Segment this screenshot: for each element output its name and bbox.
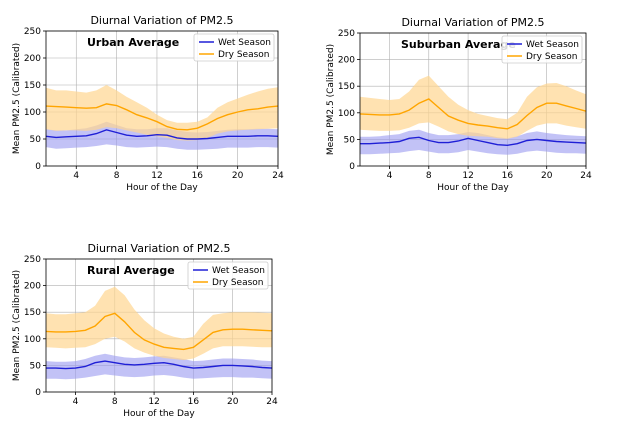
x-tick-label: 20 (541, 171, 553, 181)
x-tick-label: 8 (112, 397, 118, 407)
legend-entry: Dry Season (218, 50, 269, 60)
x-tick-label: 12 (151, 171, 162, 181)
x-tick-label: 12 (462, 171, 473, 181)
y-tick-label: 100 (338, 109, 355, 119)
y-tick-label: 0 (35, 162, 41, 172)
rural-chart: 4 8 12 16 20 24 0 50 100 150 200 250 Diurnal Variati… (12, 242, 278, 419)
legend-entry: Dry Season (526, 52, 577, 62)
chart-title: Diurnal Variation of PM2.5 (401, 16, 544, 29)
wet-season-line (360, 136, 587, 147)
legend-entry: Dry Season (212, 278, 263, 288)
chart-title: Diurnal Variation of PM2.5 (87, 242, 230, 255)
x-axis-label: Hour of the Day (437, 183, 509, 193)
plot-frame (45, 258, 273, 393)
y-tick-label: 250 (24, 27, 41, 37)
y-axis-label: Mean PM2.5 (Calibrated) (326, 44, 336, 155)
x-tick-label: 12 (148, 397, 159, 407)
plot-frame (359, 32, 587, 167)
x-tick-label: 16 (502, 171, 514, 181)
y-tick-label: 50 (30, 361, 42, 371)
x-tick-label: 24 (580, 171, 592, 181)
x-tick-label: 20 (227, 397, 239, 407)
region-annotation: Urban Average (87, 36, 179, 49)
y-axis-label: Mean PM2.5 (Calibrated) (12, 270, 22, 381)
legend-entry: Wet Season (526, 40, 579, 50)
x-tick-label: 16 (192, 171, 204, 181)
dry-season-band (46, 286, 272, 361)
y-tick-label: 150 (338, 82, 355, 92)
y-axis-label: Mean PM2.5 (Calibrated) (12, 43, 22, 154)
y-tick-label: 200 (338, 56, 355, 66)
dry-season-band (360, 75, 586, 139)
region-annotation: Suburban Average (401, 38, 516, 51)
y-tick-label: 150 (24, 81, 41, 91)
y-tick-label: 0 (349, 162, 355, 172)
x-tick-label: 4 (387, 171, 393, 181)
urban-chart: 4 8 12 16 20 24 0 50 100 150 200 250 Diurnal Variati… (12, 14, 284, 193)
wet-season-band (46, 353, 272, 380)
x-tick-label: 20 (232, 171, 244, 181)
chart-title: Diurnal Variation of PM2.5 (90, 14, 233, 27)
x-tick-label: 16 (188, 397, 200, 407)
dry-season-line (45, 103, 279, 131)
wet-season-band (360, 129, 586, 155)
x-tick-label: 8 (426, 171, 432, 181)
y-tick-label: 50 (30, 135, 42, 145)
y-tick-label: 100 (24, 108, 41, 118)
y-tick-label: 0 (35, 388, 41, 398)
y-tick-label: 50 (344, 135, 356, 145)
y-tick-label: 200 (24, 54, 41, 64)
y-tick-label: 250 (338, 29, 355, 39)
region-annotation: Rural Average (87, 264, 175, 277)
x-axis-label: Hour of the Day (123, 409, 195, 419)
dry-season-line (359, 98, 587, 130)
x-tick-label: 4 (73, 397, 79, 407)
y-tick-label: 100 (24, 335, 41, 345)
x-tick-label: 24 (272, 171, 284, 181)
x-axis-label: Hour of the Day (126, 183, 198, 193)
y-tick-label: 200 (24, 282, 41, 292)
x-tick-label: 4 (73, 171, 79, 181)
dry-season-line (45, 312, 273, 351)
y-tick-label: 150 (24, 308, 41, 318)
legend-entry: Wet Season (212, 266, 265, 276)
dry-season-band (46, 85, 278, 141)
suburban-chart: 4 8 12 16 20 24 0 50 100 150 200 250 Diurnal Variati… (326, 16, 592, 193)
y-tick-label: 250 (24, 255, 41, 265)
legend-entry: Wet Season (218, 38, 271, 48)
wet-season-line (45, 129, 279, 140)
wet-season-line (46, 360, 273, 370)
x-tick-label: 24 (266, 397, 278, 407)
plot-frame (45, 30, 279, 167)
x-tick-label: 8 (114, 171, 120, 181)
